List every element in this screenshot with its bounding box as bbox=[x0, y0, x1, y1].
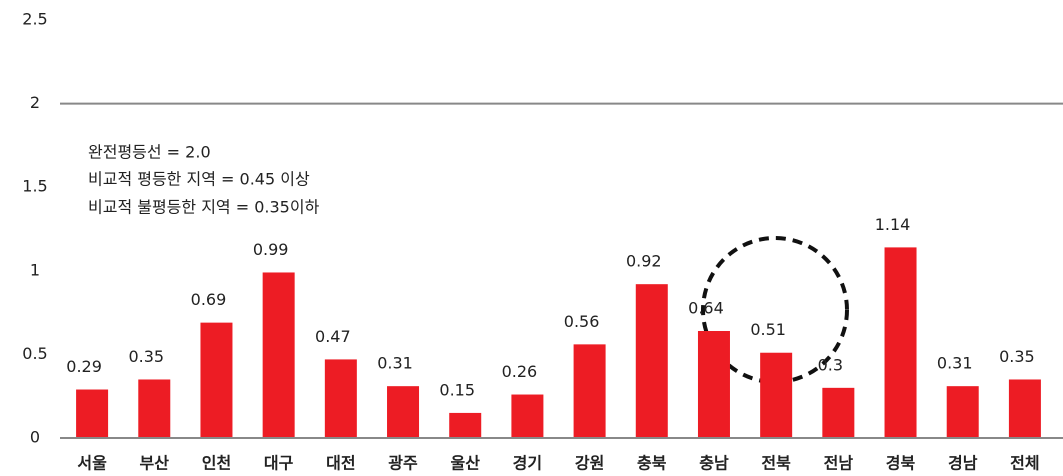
value-label: 0.29 bbox=[66, 357, 102, 376]
bar bbox=[262, 272, 295, 438]
y-tick-label: 2 bbox=[30, 93, 40, 112]
x-tick-label: 충남 bbox=[699, 454, 729, 473]
x-tick-label: 인천 bbox=[202, 454, 231, 473]
bar bbox=[138, 379, 171, 438]
bar bbox=[511, 394, 544, 438]
bar bbox=[200, 322, 233, 438]
x-tick-label: 대전 bbox=[326, 454, 355, 473]
y-tick-label: 1 bbox=[30, 260, 40, 279]
annotation: 비교적 불평등한 지역 = 0.35이하 bbox=[88, 198, 320, 217]
x-tick-label: 경기 bbox=[513, 454, 542, 473]
value-label: 0.35 bbox=[999, 347, 1035, 366]
bar bbox=[1008, 379, 1041, 438]
x-tick-label: 대구 bbox=[264, 454, 294, 473]
x-tick-label: 전북 bbox=[761, 454, 791, 473]
value-label: 0.92 bbox=[626, 252, 662, 271]
x-tick-label: 전남 bbox=[824, 454, 854, 473]
value-label: 0.31 bbox=[377, 354, 413, 373]
x-tick-label: 강원 bbox=[575, 454, 604, 473]
value-label: 0.69 bbox=[191, 290, 227, 309]
value-label: 0.64 bbox=[688, 298, 724, 317]
x-tick-label: 경남 bbox=[948, 454, 978, 473]
x-tick-label: 울산 bbox=[450, 454, 480, 473]
value-label: 0.99 bbox=[253, 240, 289, 259]
bar bbox=[635, 284, 668, 438]
value-label: 0.56 bbox=[564, 312, 600, 331]
value-label: 1.14 bbox=[875, 215, 911, 234]
x-tick-label: 서울 bbox=[77, 454, 107, 473]
value-label: 0.47 bbox=[315, 327, 351, 346]
bar bbox=[324, 359, 357, 438]
value-label: 0.26 bbox=[502, 362, 538, 381]
bar bbox=[76, 389, 109, 438]
bar bbox=[449, 412, 482, 438]
value-label: 0.51 bbox=[750, 320, 786, 339]
bar bbox=[573, 344, 606, 438]
y-tick-label: 1.5 bbox=[22, 177, 47, 196]
value-label: 0.35 bbox=[128, 347, 164, 366]
annotation: 완전평등선 = 2.0 bbox=[88, 143, 211, 162]
y-tick-label: 0.5 bbox=[22, 344, 47, 363]
bar bbox=[387, 386, 420, 438]
x-tick-label: 충북 bbox=[637, 454, 667, 473]
y-tick-label: 2.5 bbox=[22, 10, 47, 29]
bar bbox=[884, 247, 917, 438]
value-label: 0.3 bbox=[818, 355, 843, 374]
bar bbox=[822, 387, 855, 438]
x-tick-label: 광주 bbox=[388, 454, 418, 473]
value-label: 0.15 bbox=[439, 380, 475, 399]
value-label: 0.31 bbox=[937, 354, 973, 373]
bar bbox=[760, 352, 793, 438]
highlight-circle bbox=[701, 236, 849, 384]
x-tick-label: 전체 bbox=[1010, 454, 1039, 473]
annotation: 비교적 평등한 지역 = 0.45 이상 bbox=[88, 170, 310, 189]
bar bbox=[946, 386, 979, 438]
y-tick-label: 0 bbox=[30, 428, 40, 447]
x-tick-label: 부산 bbox=[140, 454, 170, 473]
bar bbox=[697, 330, 730, 438]
x-tick-label: 경북 bbox=[886, 454, 916, 473]
